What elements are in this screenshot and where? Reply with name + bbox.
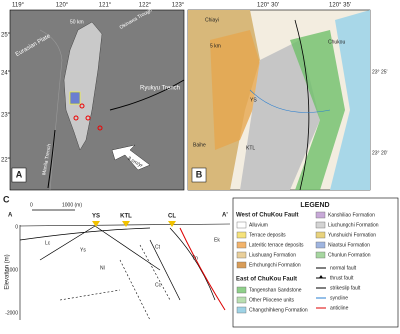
legend-item: Chunlun Formation [328,252,371,258]
legend-item: Niaotsui Formation [328,242,370,248]
legend-item: Lateritic terrace deposits [249,242,304,248]
legend-heading: West of ChuKou Fault [236,213,299,219]
lon-tick: 120° 35' [329,3,351,9]
station-label: CL [168,214,176,220]
legend-item: normal fault [330,265,357,271]
lon-tick: 123° [172,3,185,9]
unit-label: Cc [155,282,162,288]
legend-item: strikeslip fault [330,285,361,291]
legend-item: thrust fault [330,275,354,281]
y-axis-label: Elevation (m) [5,254,11,289]
unit-label: Lc [45,240,51,246]
y-tick: 0 [15,224,18,230]
legend-item: syncline [330,295,348,301]
panel-label: C [3,194,10,204]
legend-item: Terrace deposits [249,232,286,238]
legend-item: Changchihkeng Formation [249,307,308,313]
legend-item: Tangenshan Sandstone [249,287,302,293]
lon-tick: 120° 30' [257,3,279,9]
y-tick: -1000 [5,267,18,273]
lat-tick: 23° [1,113,11,119]
trench-label: Ryukyu Trench [140,86,180,92]
legend-item: Liuchungchi Formation [328,222,379,228]
legend-heading: East of ChuKou Fault [236,277,297,283]
place-label: Chukou [328,39,345,45]
lon-tick: 121° [99,3,112,9]
lat-tick: 25° [1,33,11,39]
station-label: KTL [246,145,255,151]
legend-item: Liushuang Formation [249,252,296,258]
legend-item: Other Pliocene units [249,297,295,303]
panel-a: A 119° 120° 121° 122° 123° 25° 24° 23° 2… [1,3,185,191]
lon-tick: 119° [12,3,25,9]
place-label: Chiayi [205,17,219,23]
lat-tick: 23° 20' [372,150,388,156]
scale-label: 0 [30,202,33,208]
place-label: Baihe [193,142,206,148]
unit-label: Ct [155,244,161,250]
legend-item: Kanshiliao Formation [328,212,375,218]
legend-item: Yunshuichi Formation [328,232,376,238]
station-label: YS [250,97,257,103]
legend-item: Erhchungchi Formation [249,262,301,268]
scale-label: 1000 (m) [62,202,82,208]
unit-label: Nl [100,265,105,271]
lat-tick: 23° 25' [372,69,388,75]
lat-tick: 22° [1,158,11,164]
lon-tick: 122° [139,3,152,9]
section-end: A' [222,213,228,219]
panel-label: A [16,169,23,179]
station-label: KTL [120,214,132,220]
panel-c: C A A' 0 1000 (m) YS KTL CL Elevation (m… [3,194,231,321]
legend: LEGEND West of ChuKou Fault Alluvium Ter… [232,197,399,328]
legend-item: Alluvium [249,222,268,228]
legend-title: LEGEND [300,202,329,209]
unit-label: Ys [80,247,86,253]
lat-tick: 24° [1,71,11,77]
lon-tick: 120° [56,3,69,9]
station-label: YS [92,214,100,220]
trench-label: Manila Trench [41,143,52,175]
section-end: A [8,213,13,219]
panel-label: B [196,169,203,179]
scale-label: 50 km [70,19,84,25]
panel-b: B 120° 30' 120° 35' 23° 25' 23° 20' Chia… [187,3,388,191]
unit-label: Ek [214,237,220,243]
scale-label: 5 km [210,43,221,49]
legend-item: anticline [330,305,349,311]
unit-label: Tn [192,255,198,261]
y-tick: -2000 [5,310,18,316]
